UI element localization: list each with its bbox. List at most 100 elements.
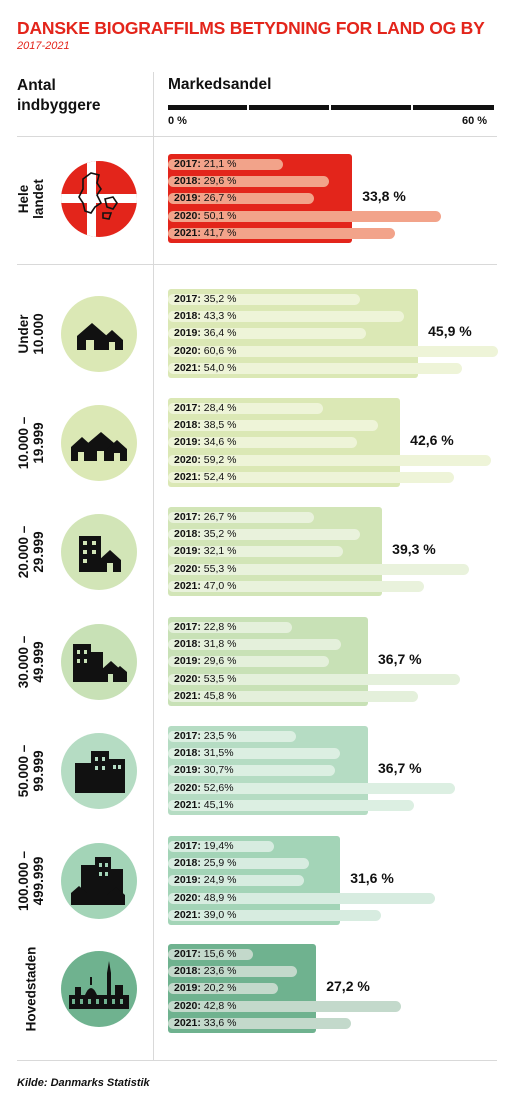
year-label: 2020: [174, 453, 201, 466]
year-label: 2021: [174, 361, 201, 374]
value-label: 39,0 % [200, 908, 237, 921]
scale-max-label: 60 % [462, 115, 488, 127]
group-label: 50.000 – 99.999 [16, 744, 46, 798]
year-value-label: 2020: 42,8 % [174, 1000, 236, 1012]
value-label: 52,6% [200, 781, 234, 794]
value-label: 54,0 % [200, 361, 237, 374]
year-bar [168, 656, 330, 668]
year-label: 2019: [174, 327, 201, 340]
year-label: 2021: [174, 689, 201, 702]
two-houses-icon [61, 296, 137, 372]
year-value-label: 2020: 59,2 % [174, 454, 236, 466]
year-label: 2018: [174, 747, 201, 760]
group-label: Hovedstaden [23, 946, 39, 1032]
year-bar [168, 210, 442, 222]
value-label: 15,6 % [200, 948, 237, 960]
value-label: 45,1% [200, 798, 234, 811]
value-label: 55,3 % [200, 562, 237, 575]
year-bar [168, 512, 314, 523]
value-label: 50,1 % [200, 209, 237, 222]
year-bar [168, 622, 293, 633]
group-label: 20.000 – 29.999 [16, 525, 46, 579]
year-value-label: 2020: 60,6 % [174, 345, 236, 357]
year-value-label: 2019: 32,1 % [174, 545, 236, 557]
year-value-label: 2020: 55,3 % [174, 563, 236, 575]
year-label: 2018: [174, 638, 201, 651]
chart-subtitle: 2017-2021 [17, 40, 70, 52]
year-value-label: 2017: 26,7 % [174, 511, 236, 523]
footer-divider [17, 1060, 497, 1061]
value-label: 21,1 % [200, 158, 237, 170]
year-value-label: 2017: 23,5 % [174, 730, 236, 742]
value-label: 19,4% [200, 840, 234, 852]
year-bar [168, 799, 414, 811]
year-label: 2021: [174, 470, 201, 483]
section-divider [17, 264, 497, 265]
average-value-label: 31,6 % [350, 870, 394, 886]
year-bar [168, 765, 336, 777]
year-value-label: 2021: 41,7 % [174, 227, 236, 239]
year-bar [168, 563, 470, 575]
value-label: 34,6 % [200, 436, 237, 449]
year-bar [168, 471, 454, 483]
column-header-market-share: Markedsandel [168, 76, 272, 93]
average-value-label: 39,3 % [392, 541, 436, 557]
year-label: 2019: [174, 436, 201, 449]
value-label: 20,2 % [200, 982, 237, 995]
header-divider [17, 136, 497, 137]
value-label: 28,4 % [200, 402, 237, 414]
year-label: 2018: [174, 528, 201, 541]
year-label: 2020: [174, 672, 201, 685]
year-label: 2019: [174, 192, 201, 205]
value-label: 42,8 % [200, 999, 237, 1012]
column-divider [153, 72, 154, 1060]
year-label: 2018: [174, 419, 201, 432]
average-value-label: 45,9 % [428, 323, 472, 339]
year-value-label: 2019: 29,6 % [174, 655, 236, 667]
value-label: 23,5 % [200, 730, 237, 742]
year-value-label: 2018: 43,3 % [174, 310, 236, 322]
year-value-label: 2020: 52,6% [174, 782, 234, 794]
year-value-label: 2017: 35,2 % [174, 293, 236, 305]
year-bar [168, 875, 304, 887]
year-value-label: 2018: 38,5 % [174, 419, 236, 431]
year-value-label: 2017: 15,6 % [174, 948, 236, 960]
average-value-label: 36,7 % [378, 760, 422, 776]
year-value-label: 2019: 26,7 % [174, 192, 236, 204]
year-value-label: 2021: 33,6 % [174, 1017, 236, 1029]
year-label: 2017: [174, 621, 201, 633]
year-label: 2017: [174, 730, 201, 742]
year-bar [168, 529, 360, 541]
year-value-label: 2019: 34,6 % [174, 436, 236, 448]
denmark-flag-map-icon [61, 161, 137, 237]
average-value-label: 36,7 % [378, 651, 422, 667]
value-label: 25,9 % [200, 857, 237, 870]
value-label: 22,8 % [200, 621, 237, 633]
year-bar [168, 294, 360, 305]
value-label: 47,0 % [200, 579, 237, 592]
year-bar [168, 909, 381, 921]
apartments-and-houses-icon [61, 624, 137, 700]
year-bar [168, 1017, 352, 1029]
year-label: 2017: [174, 511, 201, 523]
year-label: 2019: [174, 545, 201, 558]
year-label: 2017: [174, 840, 201, 852]
apartment-blocks-icon [61, 733, 137, 809]
year-label: 2017: [174, 158, 201, 170]
value-label: 26,7 % [200, 192, 237, 205]
year-bar [168, 362, 463, 374]
year-bar [168, 580, 425, 592]
value-label: 53,5 % [200, 672, 237, 685]
value-label: 43,3 % [200, 310, 237, 323]
value-label: 59,2 % [200, 453, 237, 466]
year-value-label: 2018: 35,2 % [174, 528, 236, 540]
year-label: 2019: [174, 764, 201, 777]
year-bar [168, 949, 254, 960]
year-value-label: 2017: 19,4% [174, 840, 234, 852]
year-bar [168, 345, 499, 357]
year-label: 2021: [174, 579, 201, 592]
year-value-label: 2017: 22,8 % [174, 621, 236, 633]
year-bar [168, 546, 343, 558]
year-bar [168, 841, 274, 852]
scale-bar [168, 105, 494, 110]
